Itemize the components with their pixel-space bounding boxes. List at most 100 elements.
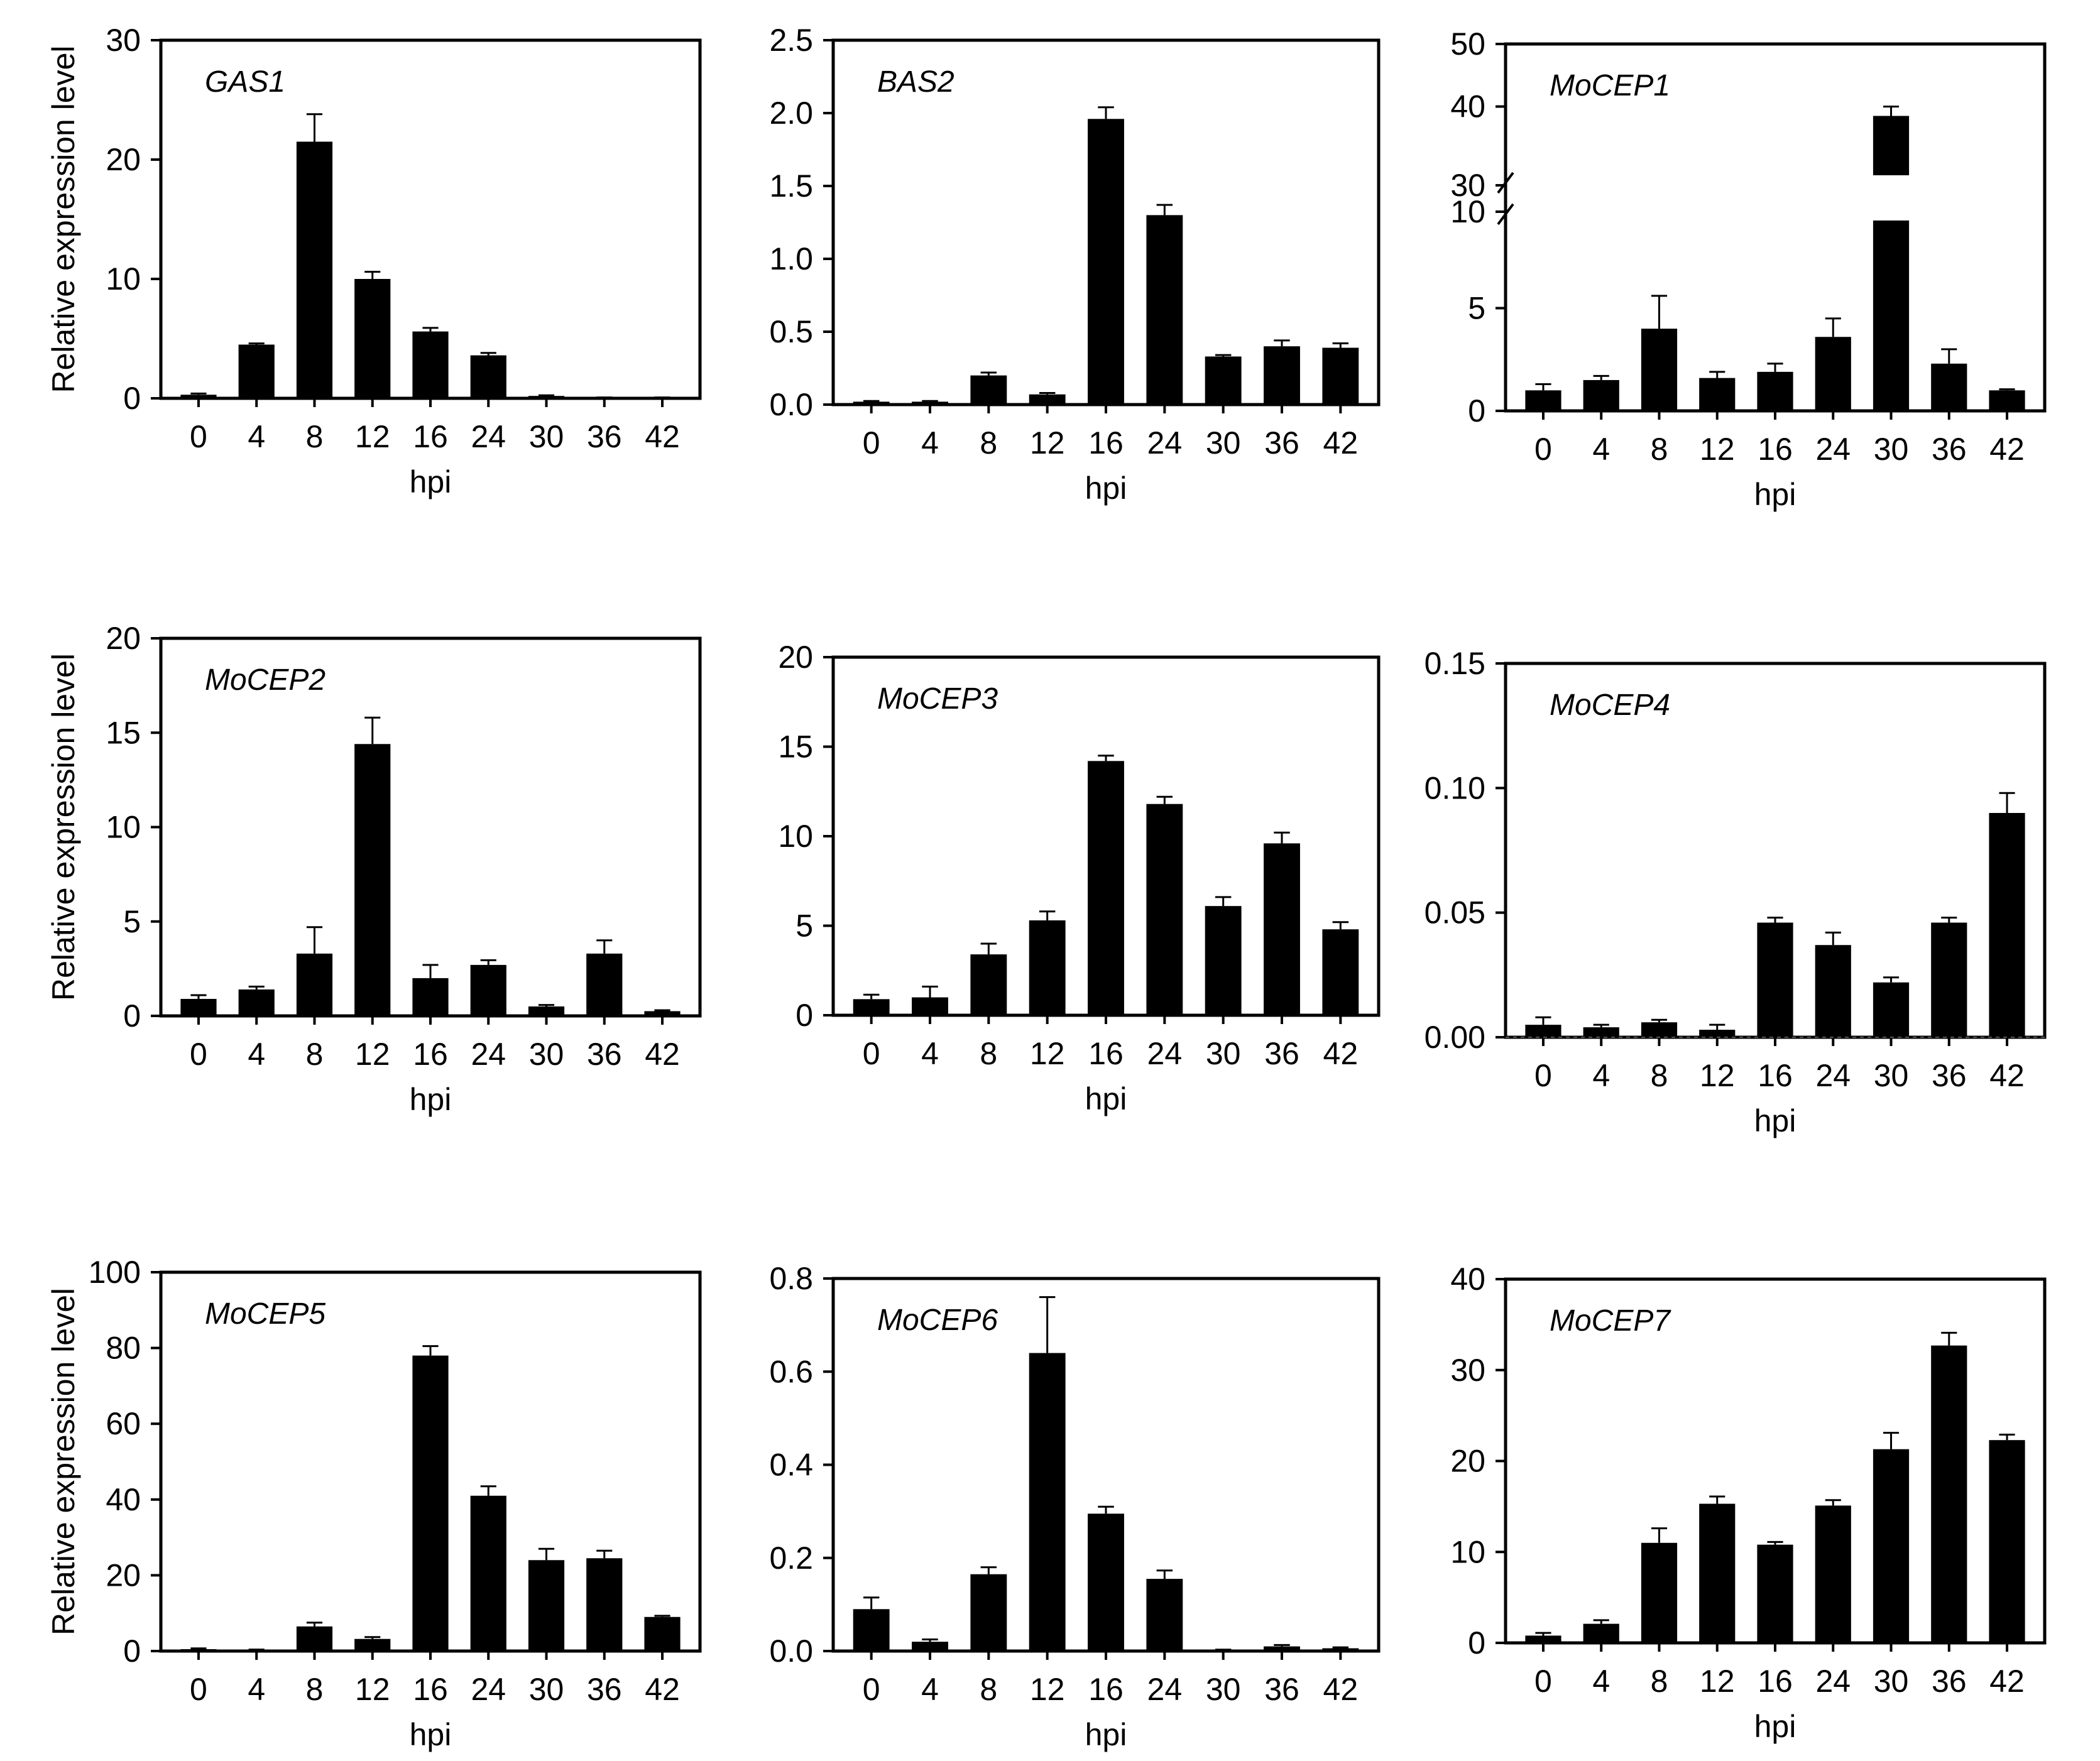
chart-panel-mocep4: 0 4 8 12 16 24 30 36 42 0.00 0.05 0.10 0.15 MoCEP4 hpi — [1425, 646, 2047, 1138]
bar-16 — [1757, 1544, 1793, 1643]
x-tick-label: 8 — [306, 419, 324, 454]
bar-12 — [1029, 1353, 1066, 1651]
y-tick-label: 0 — [123, 998, 141, 1033]
bar-12 — [1029, 920, 1066, 1015]
y-tick-label: 40 — [106, 1482, 141, 1517]
bar-8 — [1641, 329, 1678, 411]
x-tick-label: 42 — [1323, 425, 1359, 461]
bar-0 — [853, 1609, 890, 1651]
x-tick-label: 24 — [1815, 1058, 1851, 1093]
x-tick-label: 12 — [1700, 432, 1735, 467]
y-tick-label: 5 — [123, 904, 141, 939]
x-tick-label: 24 — [471, 419, 506, 454]
bar-4 — [912, 401, 948, 405]
x-tick-label: 24 — [1147, 1036, 1183, 1071]
x-tick-label: 24 — [471, 1672, 506, 1707]
y-tick-label: 0.05 — [1425, 895, 1485, 930]
x-tick-label: 4 — [921, 1036, 939, 1071]
x-tick-label: 24 — [1147, 1672, 1183, 1707]
x-tick-label: 30 — [1874, 1664, 1909, 1699]
x-tick-label: 0 — [863, 425, 880, 461]
bar-8 — [970, 954, 1007, 1015]
x-tick-label: 16 — [413, 1672, 448, 1707]
y-tick-label: 10 — [106, 261, 141, 297]
x-tick-label: 8 — [980, 1036, 997, 1071]
y-tick-label: 20 — [1450, 1444, 1485, 1479]
x-tick-label: 12 — [1700, 1664, 1735, 1699]
chart-panel-mocep2: 0 4 8 12 16 24 30 36 42 0 5 10 15 20 MoCEP2 hpi Relative… — [46, 621, 702, 1117]
bar-4 — [1583, 379, 1619, 411]
y-tick-label: 100 — [89, 1255, 141, 1290]
x-tick-label: 4 — [1592, 1664, 1610, 1699]
y-tick-label: 0.2 — [769, 1540, 813, 1576]
bar-16 — [1757, 922, 1793, 1037]
y-tick-label: 5 — [1468, 290, 1485, 325]
bar-16 — [1088, 761, 1124, 1015]
y-tick-label: 0.4 — [769, 1448, 813, 1483]
x-tick-label: 0 — [863, 1036, 880, 1071]
bar-8 — [1641, 1022, 1678, 1037]
x-tick-label: 16 — [1758, 1664, 1793, 1699]
y-tick-label: 20 — [106, 142, 141, 177]
bar-0 — [853, 401, 890, 405]
y-tick-label: 0.6 — [769, 1354, 813, 1389]
x-tick-label: 36 — [587, 419, 622, 454]
x-tick-label: 42 — [645, 1037, 680, 1072]
bar-4 — [912, 1642, 948, 1651]
y-tick-label: 10 — [1450, 1534, 1485, 1569]
bar-24 — [470, 355, 506, 398]
bar-24 — [1146, 804, 1183, 1015]
x-axis-label: hpi — [1754, 1709, 1796, 1744]
bar-24 — [470, 964, 506, 1016]
gene-label: BAS2 — [877, 65, 954, 99]
x-tick-label: 36 — [587, 1037, 622, 1072]
x-tick-label: 12 — [1030, 425, 1065, 461]
bar-30 — [528, 396, 565, 398]
bar-0 — [1525, 390, 1561, 411]
y-tick-label: 0.0 — [769, 1633, 813, 1669]
bar-42 — [644, 1617, 681, 1651]
bar-4 — [238, 989, 275, 1016]
bar-16 — [412, 331, 449, 398]
x-tick-label: 36 — [1264, 1672, 1299, 1707]
x-tick-label: 4 — [1592, 432, 1610, 467]
x-tick-label: 36 — [1932, 432, 1967, 467]
x-tick-label: 36 — [1932, 1664, 1967, 1699]
y-axis-label: Relative expression level — [46, 45, 81, 393]
bar-12 — [354, 1638, 391, 1651]
bar-30 — [1205, 356, 1242, 405]
bar-42 — [1322, 929, 1359, 1015]
bar-24 — [1815, 945, 1851, 1037]
bar-30 — [528, 1006, 565, 1016]
bar-36 — [1931, 363, 1967, 411]
bar-8 — [296, 141, 333, 398]
x-tick-label: 24 — [1147, 425, 1183, 461]
y-tick-label: 0.8 — [769, 1261, 813, 1296]
gene-label: GAS1 — [205, 65, 285, 99]
bar-36 — [1931, 1345, 1967, 1643]
x-tick-label: 42 — [1989, 1664, 2025, 1699]
y-tick-label: 10 — [106, 810, 141, 845]
y-tick-label: 10 — [778, 819, 813, 854]
x-tick-label: 42 — [645, 1672, 680, 1707]
x-tick-label: 12 — [355, 1672, 390, 1707]
chart-panel-mocep5: 0 4 8 12 16 24 30 36 42 0 20 40 60 80 100 MoCEP5 hpi Rela… — [46, 1255, 702, 1752]
chart-panel-mocep6: 0 4 8 12 16 24 30 36 42 0.0 0.2 0.4 0.6 0.8 MoCEP6 hpi — [769, 1261, 1381, 1752]
bar-4 — [1583, 1027, 1619, 1037]
x-tick-label: 0 — [1534, 432, 1552, 467]
x-tick-label: 4 — [921, 1672, 939, 1707]
bar-8 — [296, 953, 333, 1016]
x-tick-label: 12 — [1030, 1672, 1065, 1707]
x-tick-label: 0 — [863, 1672, 880, 1707]
bar-36 — [586, 1558, 623, 1651]
y-tick-label: 30 — [106, 23, 141, 58]
x-tick-label: 12 — [1700, 1058, 1735, 1093]
x-tick-label: 30 — [1206, 425, 1241, 461]
bar-4 — [238, 1650, 275, 1652]
bar-42 — [1322, 1648, 1359, 1651]
bar-16 — [412, 978, 449, 1016]
x-axis-label: hpi — [1754, 1103, 1796, 1138]
x-tick-label: 0 — [190, 419, 207, 454]
